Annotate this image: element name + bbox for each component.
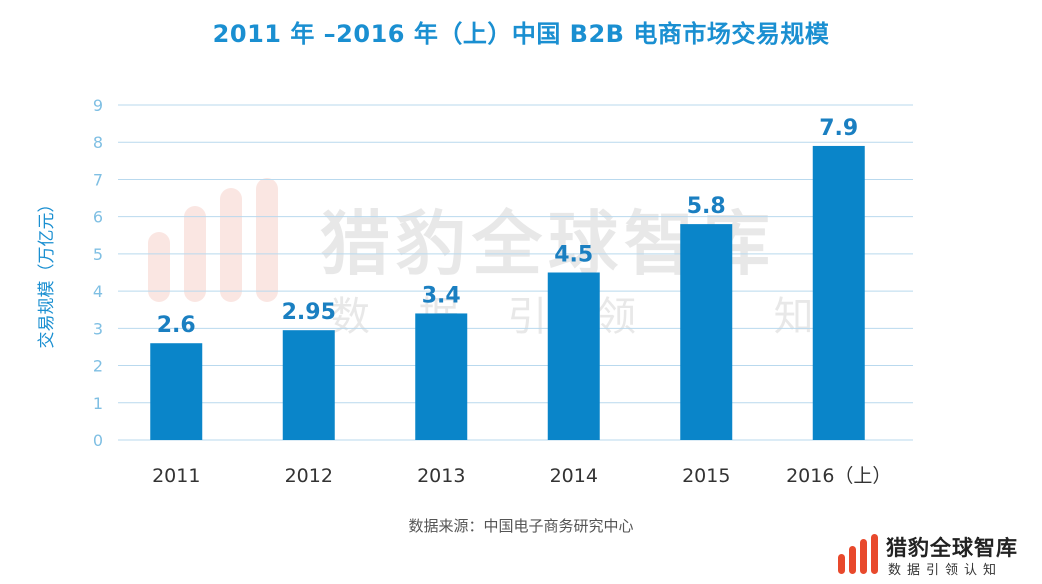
y-axis-ticks: 0 1 2 3 4 5 6 7 8 9 — [93, 96, 103, 450]
y-tick-label: 0 — [93, 431, 103, 450]
x-tick-label: 2016（上） — [786, 465, 891, 487]
bar — [415, 313, 468, 440]
y-tick-label: 5 — [93, 245, 103, 264]
data-label: 2.95 — [282, 300, 336, 325]
data-labels: 2.6 2.95 3.4 4.5 5.8 7.9 — [157, 116, 858, 338]
bar — [680, 224, 733, 440]
y-tick-label: 7 — [93, 170, 103, 189]
x-tick-label: 2015 — [682, 465, 730, 487]
y-tick-label: 3 — [93, 319, 103, 338]
y-tick-label: 8 — [93, 133, 103, 152]
x-tick-label: 2014 — [550, 465, 598, 487]
bars — [150, 145, 865, 440]
y-tick-label: 9 — [93, 96, 103, 115]
x-axis-ticks: 2011 2012 2013 2014 2015 2016（上） — [152, 465, 891, 487]
source-note: 数据来源：中国电子商务研究中心 — [408, 517, 634, 535]
chart-title: 2011 年 –2016 年（上）中国 B2B 电商市场交易规模 — [212, 20, 830, 48]
logo-name: 猎豹全球智库 — [886, 536, 1018, 560]
bar — [547, 272, 600, 440]
brand-logo: 猎豹全球智库 数据引领认知 — [836, 530, 1036, 580]
y-axis-label: 交易规模（万亿元） — [37, 196, 57, 349]
x-tick-label: 2012 — [285, 465, 333, 487]
watermark-logo-icon — [148, 178, 278, 302]
data-label: 5.8 — [687, 194, 726, 219]
data-label: 4.5 — [554, 243, 593, 268]
y-tick-label: 2 — [93, 357, 103, 376]
data-label: 3.4 — [422, 283, 461, 308]
bar — [812, 145, 865, 440]
y-tick-label: 4 — [93, 282, 103, 301]
logo-slogan: 数据引领认知 — [888, 563, 1003, 578]
x-tick-label: 2013 — [417, 465, 465, 487]
y-tick-label: 1 — [93, 394, 103, 413]
data-label: 7.9 — [819, 116, 858, 141]
bar — [282, 330, 335, 440]
x-tick-label: 2011 — [152, 465, 200, 487]
grid-lines — [118, 104, 913, 441]
data-label: 2.6 — [157, 313, 196, 338]
y-tick-label: 6 — [93, 208, 103, 227]
bar — [150, 343, 203, 440]
logo-bars-icon — [838, 534, 878, 574]
